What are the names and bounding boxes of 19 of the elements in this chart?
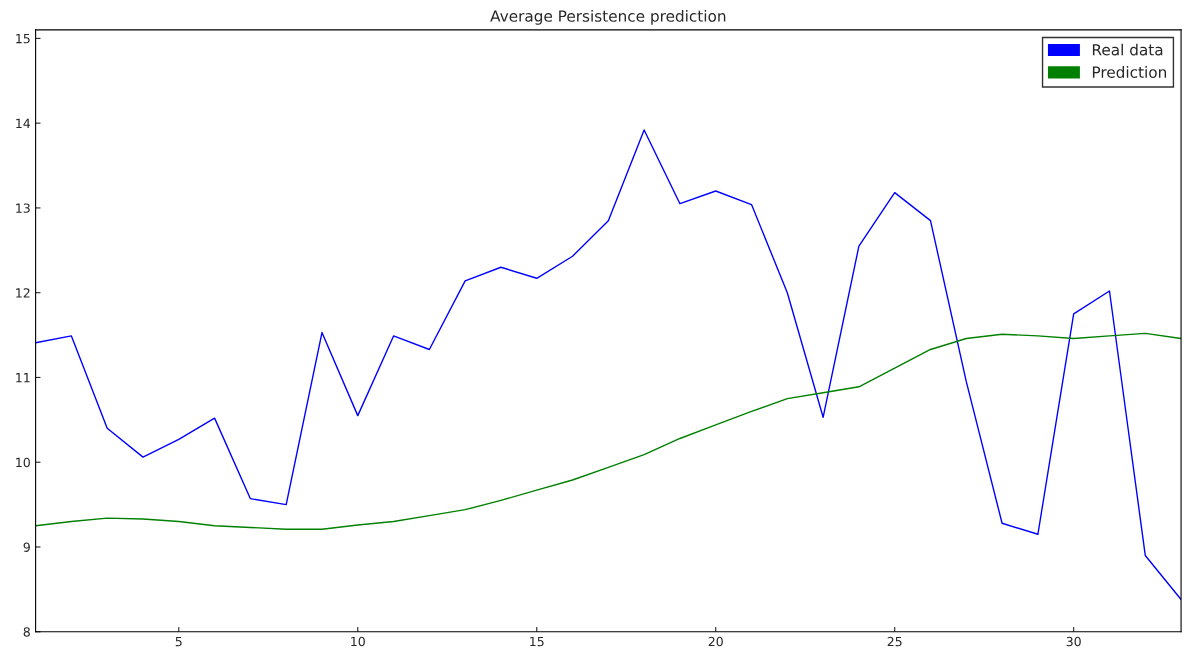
y-tick-label: 8 — [23, 627, 30, 637]
y-tick-label: 9 — [23, 542, 30, 552]
line-series — [35, 129, 1182, 601]
y-tick-label: 11 — [16, 373, 30, 383]
y-tick-label: 14 — [16, 118, 31, 128]
y-tick-label: 13 — [16, 203, 30, 213]
x-tick-label: 20 — [708, 636, 723, 647]
y-tick-label: 10 — [16, 457, 30, 468]
legend-label: Real data — [1092, 43, 1163, 56]
y-tick-label: 12 — [16, 288, 30, 298]
x-tick-label: 15 — [530, 637, 544, 647]
x-tick-label: 30 — [1066, 636, 1081, 647]
x-tick-label: 25 — [887, 636, 902, 647]
line-series — [35, 332, 1182, 530]
x-tick-label: 5 — [175, 637, 182, 647]
legend-label: Prediction — [1092, 66, 1167, 78]
y-tick-label: 15 — [16, 34, 30, 44]
x-tick-label: 10 — [351, 636, 365, 647]
chart-title: Average Persistence prediction — [490, 9, 726, 25]
